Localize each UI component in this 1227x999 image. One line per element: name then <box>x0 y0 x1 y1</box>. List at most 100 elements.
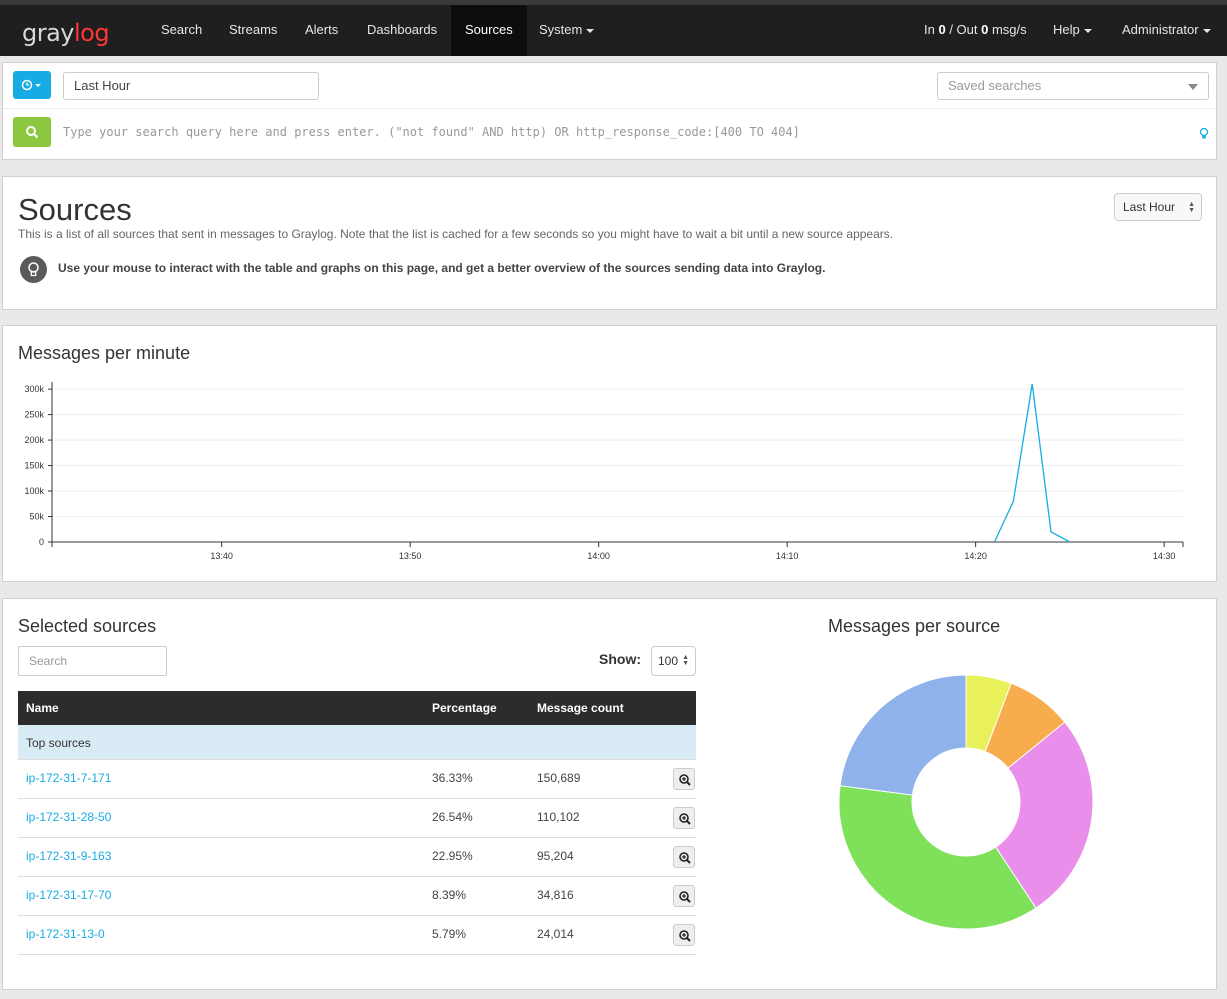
x-tick-label: 13:40 <box>210 551 233 561</box>
pie-slice[interactable] <box>995 721 1094 909</box>
throughput-indicator: In 0 / Out 0 msg/s <box>924 22 1027 37</box>
x-tick-label: 14:20 <box>964 551 987 561</box>
pie-slice[interactable] <box>839 674 967 796</box>
section-title: Messages per minute <box>18 343 191 363</box>
x-tick-label: 14:00 <box>587 551 610 561</box>
chevron-down-icon <box>1188 84 1198 90</box>
chevron-down-icon <box>1202 28 1211 33</box>
chevron-down-icon <box>586 28 595 33</box>
nav-system[interactable]: System <box>525 5 608 56</box>
nav-system-label: System <box>539 22 583 37</box>
range-select-value: Last Hour <box>1123 200 1176 214</box>
updown-arrows-icon: ▲ ▼ <box>1188 201 1195 214</box>
source-percentage: 26.54% <box>432 810 473 824</box>
y-tick-label: 250k <box>24 410 44 420</box>
group-label: Top sources <box>26 736 91 750</box>
source-percentage: 36.33% <box>432 771 473 785</box>
source-name-link[interactable]: ip-172-31-7-171 <box>26 771 112 785</box>
sources-panel: Selected sources Search Show: 100 ▲ ▼ Nam… <box>2 598 1217 990</box>
usage-hint: Use your mouse to interact with the tabl… <box>58 261 826 275</box>
y-tick-label: 300k <box>24 384 44 394</box>
table-search-input[interactable]: Search <box>18 646 167 676</box>
page-title: Sources <box>18 192 132 227</box>
table-row: ip-172-31-9-163 22.95% 95,204 <box>18 838 696 877</box>
y-tick-label: 0 <box>39 537 44 547</box>
page-description: This is a list of all sources that sent … <box>18 227 894 241</box>
nav-help-label: Help <box>1053 22 1080 37</box>
nav-sources[interactable]: Sources <box>451 5 527 56</box>
lightbulb-icon <box>20 256 47 283</box>
source-name-link[interactable]: ip-172-31-17-70 <box>26 888 112 902</box>
source-name-link[interactable]: ip-172-31-9-163 <box>26 849 112 863</box>
zoom-in-button[interactable] <box>673 768 695 790</box>
source-percentage: 5.79% <box>432 927 467 941</box>
nav-help[interactable]: Help <box>1039 5 1106 56</box>
source-message-count: 34,816 <box>537 888 574 902</box>
messages-per-minute-panel: Messages per minute 0 50k 100k 150k 200k 250k… <box>2 325 1217 582</box>
y-tick-label: 200k <box>24 435 44 445</box>
page-size-value: 100 <box>658 654 679 668</box>
x-tick-label: 14:10 <box>776 551 799 561</box>
search-query-input[interactable]: Type your search query here and press en… <box>63 125 800 139</box>
source-message-count: 110,102 <box>537 810 580 824</box>
range-select[interactable]: Last Hour ▲ ▼ <box>1114 193 1202 221</box>
zoom-in-icon <box>679 891 691 903</box>
updown-arrows-icon: ▲ ▼ <box>682 654 689 667</box>
zoom-in-icon <box>679 852 691 864</box>
show-label: Show: <box>599 651 641 667</box>
series-line <box>993 383 1071 543</box>
zoom-in-button[interactable] <box>673 807 695 829</box>
sources-table: Name Percentage Message count Top source… <box>18 691 696 955</box>
col-name-header[interactable]: Name <box>26 701 59 715</box>
table-group-row: Top sources <box>18 725 696 760</box>
source-message-count: 95,204 <box>537 849 574 863</box>
section-title: Messages per source <box>828 616 1001 636</box>
top-navbar: graylog Search Streams Alerts Dashboards… <box>0 0 1227 56</box>
time-range-input[interactable]: Last Hour <box>63 72 319 100</box>
y-tick-label: 100k <box>24 486 44 496</box>
zoom-in-button[interactable] <box>673 924 695 946</box>
source-name-link[interactable]: ip-172-31-13-0 <box>26 927 105 941</box>
time-range-type-button[interactable] <box>13 71 51 99</box>
x-tick-label: 13:50 <box>399 551 422 561</box>
y-tick-label: 150k <box>24 461 44 471</box>
messages-per-minute-chart[interactable]: 0 50k 100k 150k 200k 250k 300k 13:40 13:50 14:00 1… <box>3 326 1216 581</box>
col-percentage-header[interactable]: Percentage <box>432 701 497 715</box>
sources-header-panel: Sources This is a list of all sources th… <box>2 176 1217 310</box>
table-header: Name Percentage Message count <box>18 691 696 725</box>
search-submit-button[interactable] <box>13 117 51 147</box>
x-tick-label: 14:30 <box>1153 551 1176 561</box>
nav-user-menu[interactable]: Administrator <box>1108 5 1225 56</box>
divider <box>3 108 1216 109</box>
nav-dashboards[interactable]: Dashboards <box>367 22 438 37</box>
lightbulb-icon[interactable] <box>1199 127 1209 141</box>
zoom-in-button[interactable] <box>673 885 695 907</box>
y-tick-label: 50k <box>29 512 44 522</box>
col-count-header[interactable]: Message count <box>537 701 624 715</box>
zoom-in-button[interactable] <box>673 846 695 868</box>
nav-streams[interactable]: Streams <box>229 22 278 37</box>
nav-user-label: Administrator <box>1122 22 1199 37</box>
pie-slice[interactable] <box>838 785 1037 929</box>
table-body: ip-172-31-7-171 36.33% 150,689 ip-172-31-28… <box>18 760 696 955</box>
table-row: ip-172-31-28-50 26.54% 110,102 <box>18 799 696 838</box>
page-size-select[interactable]: 100 ▲ ▼ <box>651 646 696 676</box>
section-title: Selected sources <box>18 616 157 636</box>
table-row: ip-172-31-7-171 36.33% 150,689 <box>18 760 696 799</box>
source-percentage: 8.39% <box>432 888 467 902</box>
nav-alerts[interactable]: Alerts <box>305 22 339 37</box>
saved-searches-select[interactable]: Saved searches <box>937 72 1209 100</box>
source-percentage: 22.95% <box>432 849 473 863</box>
table-row: ip-172-31-17-70 8.39% 34,816 <box>18 877 696 916</box>
messages-per-source-chart[interactable] <box>823 659 1113 929</box>
search-bar: Last Hour Saved searches Type your searc… <box>2 62 1217 160</box>
chevron-down-icon <box>1083 28 1092 33</box>
graylog-logo[interactable]: graylog <box>22 19 110 47</box>
zoom-in-icon <box>679 930 691 942</box>
source-name-link[interactable]: ip-172-31-28-50 <box>26 810 112 824</box>
zoom-in-icon <box>679 774 691 786</box>
zoom-in-icon <box>679 813 691 825</box>
source-message-count: 24,014 <box>537 927 574 941</box>
saved-searches-placeholder: Saved searches <box>948 78 1042 93</box>
nav-search[interactable]: Search <box>161 22 203 37</box>
